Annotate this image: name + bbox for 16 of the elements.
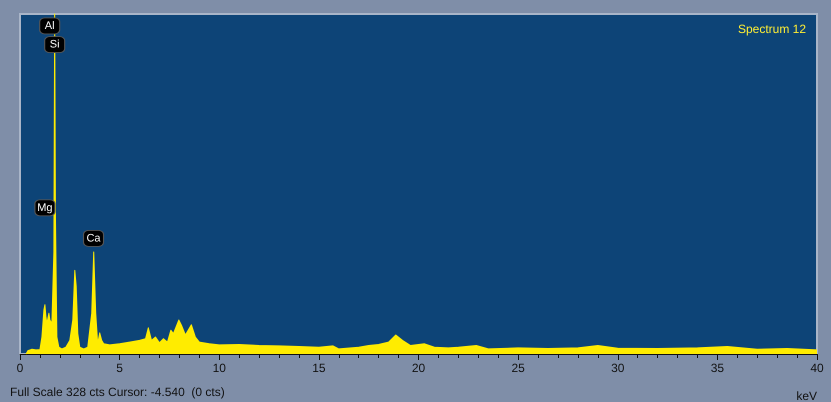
x-axis-title: keV — [796, 389, 817, 402]
text: Full Scale 328 cts Cursor: -4.540 (0 cts) — [10, 385, 225, 399]
x-tick-label: 15 — [312, 361, 326, 375]
text: Spectrum 12 — [738, 22, 806, 36]
x-tick-label: 10 — [212, 361, 226, 375]
annotation: Ca — [86, 232, 102, 244]
x-tick-label: 0 — [16, 361, 24, 375]
x-tick-label: 40 — [810, 361, 824, 375]
x-tick-label: 25 — [511, 361, 526, 375]
annotation: Mg — [37, 202, 53, 214]
annotation: Al — [44, 20, 55, 32]
x-tick-label: 5 — [116, 361, 124, 375]
annotation: Si — [50, 38, 60, 51]
x-tick-label: 35 — [710, 361, 724, 375]
x-tick-label: 30 — [611, 361, 625, 375]
x-tick-label: 20 — [412, 361, 426, 375]
